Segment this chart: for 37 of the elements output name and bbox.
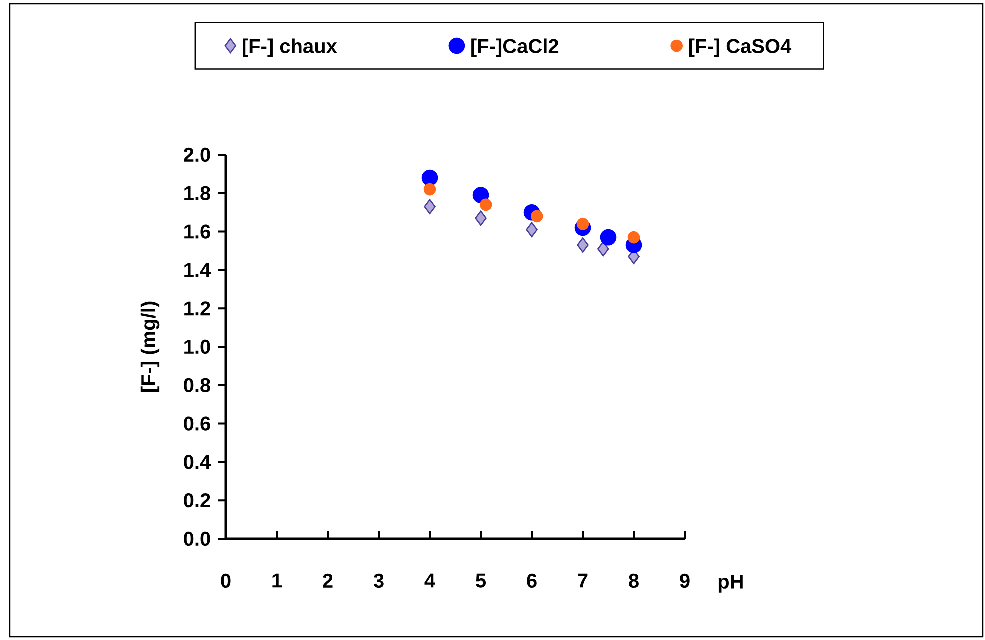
y-tick-label: 1.4	[184, 263, 212, 278]
point	[526, 222, 538, 238]
x-tick-label: 3	[374, 574, 384, 588]
point	[472, 187, 490, 204]
point	[577, 238, 589, 253]
x-tick-label: 9	[680, 574, 690, 588]
y-tick-label: 0.8	[184, 378, 211, 392]
x-tick-label: 6	[527, 574, 537, 588]
y-tick-label: 1.8	[184, 186, 211, 200]
x-tick-label: 5	[476, 574, 486, 588]
point	[424, 183, 436, 196]
y-tick-label: 1.2	[184, 302, 210, 316]
y-tick-label: 0.4	[184, 455, 212, 470]
legend-label: [F-] chaux	[243, 38, 338, 58]
x-tick-label: 8	[629, 574, 639, 588]
x-tick-label: 4	[424, 574, 436, 588]
point	[480, 198, 492, 212]
x-tick-label: 7	[578, 574, 588, 588]
y-axis-title: [F-] (mg/l)	[140, 302, 160, 392]
point	[475, 210, 487, 226]
y-tick-label: 2.0	[184, 148, 210, 162]
x-tick-label: 1	[272, 574, 282, 588]
y-tick-label: 1.0	[184, 340, 210, 354]
x-tick-label: 0	[221, 574, 231, 588]
point	[422, 170, 438, 186]
y-tick-label: 0.6	[184, 416, 210, 431]
point	[424, 199, 436, 214]
point	[600, 229, 617, 246]
legend-label: [F-]CaCl2	[472, 38, 559, 58]
point	[598, 241, 610, 257]
x-tick-label: 2	[323, 574, 333, 588]
legend-label: [F-] CaSO4	[689, 38, 792, 58]
point	[628, 231, 640, 244]
y-tick-label: 0.2	[184, 494, 210, 508]
y-tick-label: 0.0	[184, 532, 210, 546]
x-axis-title: pH	[718, 574, 743, 593]
y-tick-label: 1.6	[184, 224, 210, 239]
